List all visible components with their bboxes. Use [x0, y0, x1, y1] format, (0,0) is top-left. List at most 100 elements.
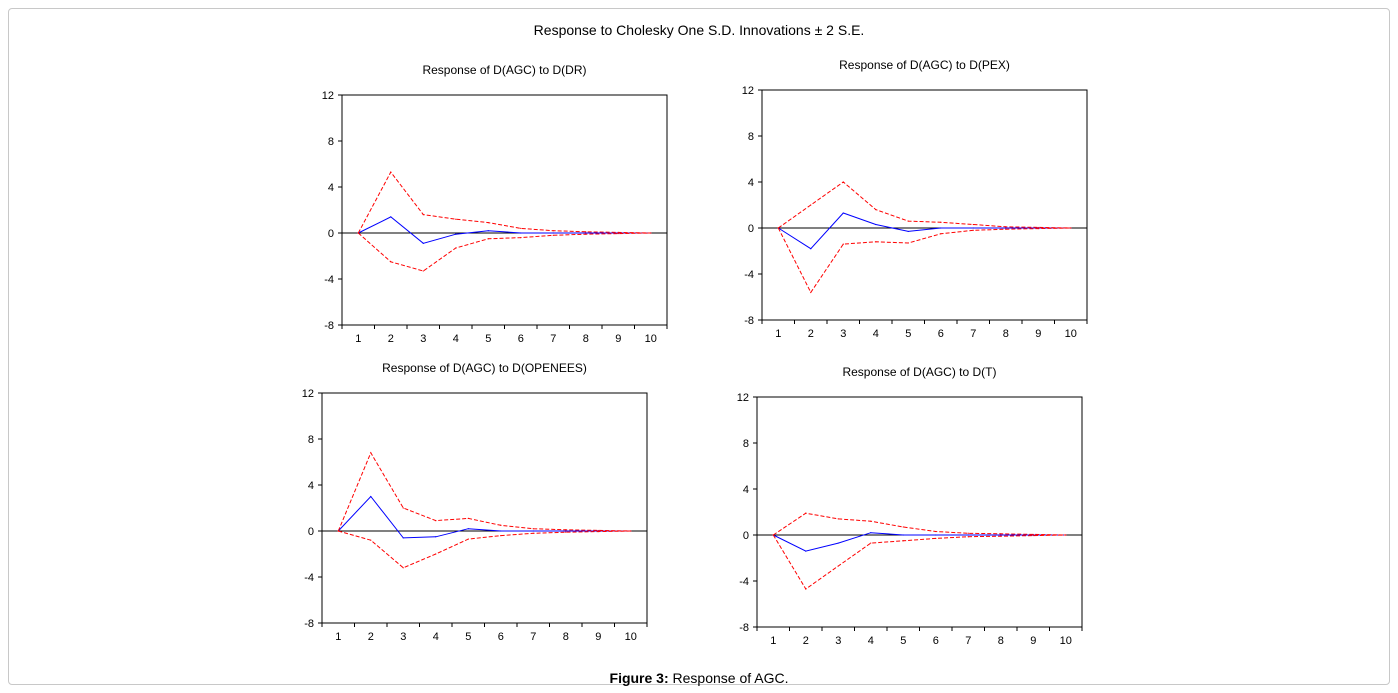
- data-point: [337, 530, 339, 532]
- y-tick-label: 4: [743, 484, 749, 496]
- data-point: [837, 565, 839, 567]
- y-tick-label: -4: [304, 572, 314, 584]
- confidence-band-line: [357, 232, 651, 272]
- data-point: [972, 229, 974, 231]
- x-tick-label: 3: [840, 328, 846, 340]
- data-point: [597, 529, 599, 532]
- data-point: [907, 242, 909, 244]
- data-point: [520, 227, 522, 229]
- x-tick-label: 3: [835, 635, 841, 647]
- data-point: [837, 518, 839, 520]
- y-tick-label: -8: [324, 320, 334, 332]
- x-tick-label: 2: [368, 631, 374, 643]
- data-point: [390, 261, 392, 263]
- data-point: [585, 231, 587, 233]
- data-point: [435, 520, 437, 522]
- x-tick-label: 3: [400, 631, 406, 643]
- x-tick-label: 10: [1065, 328, 1077, 340]
- y-tick-label: 4: [328, 182, 334, 194]
- data-point: [630, 530, 632, 532]
- data-point: [597, 530, 599, 533]
- data-point: [870, 532, 872, 534]
- data-point: [422, 270, 424, 272]
- data-point: [390, 171, 392, 173]
- figure-title: Response to Cholesky One S.D. Innovation…: [533, 22, 865, 38]
- data-point: [402, 507, 404, 509]
- x-tick-label: 2: [803, 635, 809, 647]
- x-tick-label: 10: [625, 631, 637, 643]
- data-point: [907, 230, 909, 233]
- data-point: [487, 230, 489, 232]
- data-point: [940, 227, 942, 229]
- y-tick-label: 8: [308, 434, 314, 446]
- x-tick-label: 4: [433, 631, 439, 643]
- data-point: [435, 536, 437, 538]
- data-point: [967, 534, 969, 536]
- data-point: [772, 534, 774, 536]
- data-point: [487, 238, 489, 240]
- data-point: [972, 223, 974, 226]
- data-point: [617, 232, 619, 235]
- data-point: [435, 553, 437, 555]
- data-point: [935, 534, 937, 536]
- data-point: [972, 227, 974, 229]
- data-point: [935, 537, 937, 540]
- y-tick-label: 0: [743, 530, 749, 542]
- data-point: [650, 232, 652, 234]
- data-point: [967, 532, 969, 534]
- data-point: [455, 218, 457, 220]
- x-tick-label: 6: [518, 333, 524, 345]
- data-point: [552, 232, 554, 234]
- y-tick-label: -4: [744, 269, 754, 281]
- caption-label: Figure 3:: [609, 670, 669, 686]
- x-tick-label: 2: [388, 333, 394, 345]
- chart-title: Response of D(AGC) to D(OPENEES): [382, 361, 587, 375]
- data-point: [810, 248, 812, 250]
- data-point: [1032, 533, 1034, 536]
- y-tick-label: -4: [324, 274, 334, 286]
- data-point: [370, 495, 372, 498]
- data-point: [500, 535, 502, 537]
- confidence-band-line: [777, 227, 1071, 294]
- data-point: [842, 243, 844, 245]
- data-point: [805, 550, 807, 552]
- data-point: [532, 530, 534, 532]
- data-point: [1005, 226, 1007, 228]
- data-point: [940, 233, 942, 235]
- data-point: [520, 232, 522, 234]
- chart-panel-openees: Response of D(AGC) to D(OPENEES) -8 -4 0 4 8 1…: [302, 361, 648, 643]
- data-point: [870, 520, 872, 522]
- plot-frame: [341, 94, 668, 326]
- data-point: [777, 227, 779, 229]
- x-tick-label: 8: [563, 631, 569, 643]
- data-point: [422, 242, 424, 244]
- y-tick-label: -8: [304, 618, 314, 630]
- data-point: [1005, 227, 1007, 229]
- y-tick-label: -8: [744, 315, 754, 327]
- x-tick-label: 8: [1003, 328, 1009, 340]
- x-tick-label: 6: [498, 631, 504, 643]
- chart-title: Response of D(AGC) to D(T): [842, 365, 996, 379]
- caption-text: Response of AGC.: [672, 670, 789, 686]
- y-tick-label: 12: [742, 85, 754, 97]
- x-tick-label: 4: [868, 635, 874, 647]
- plot-frame: [756, 396, 1083, 628]
- data-point: [870, 542, 872, 544]
- y-tick-label: 0: [328, 228, 334, 240]
- impulse-response-line: [773, 532, 1066, 552]
- x-tick-label: 3: [420, 333, 426, 345]
- chart-title: Response of D(AGC) to D(PEX): [839, 58, 1010, 72]
- data-point: [585, 233, 587, 235]
- data-point: [552, 230, 554, 232]
- y-tick-label: 0: [308, 526, 314, 538]
- impulse-response-line: [358, 216, 651, 244]
- x-tick-label: 9: [615, 333, 621, 345]
- data-point: [1065, 534, 1067, 536]
- data-point: [532, 528, 534, 530]
- data-point: [467, 538, 469, 540]
- x-tick-label: 1: [355, 333, 361, 345]
- data-point: [1070, 227, 1072, 229]
